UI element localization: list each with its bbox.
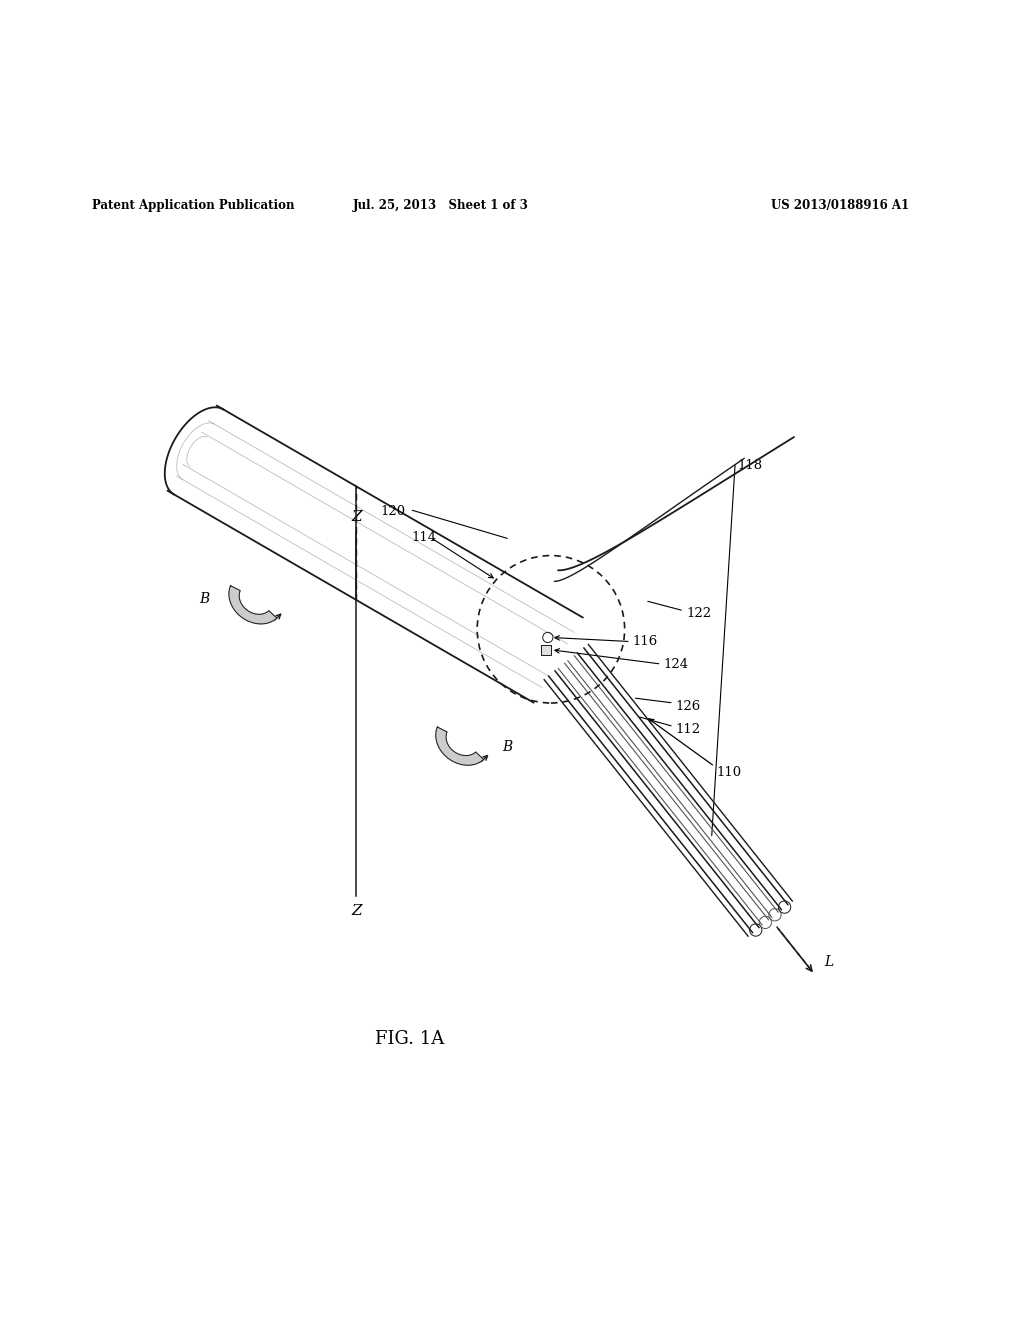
- Text: B: B: [502, 741, 512, 754]
- Text: 122: 122: [686, 607, 712, 620]
- Text: 114: 114: [412, 531, 437, 544]
- Text: 116: 116: [633, 635, 658, 648]
- Text: 112: 112: [676, 723, 701, 737]
- Polygon shape: [229, 586, 276, 624]
- Text: Z: Z: [351, 904, 361, 917]
- Text: 118: 118: [737, 459, 763, 473]
- Text: Patent Application Publication: Patent Application Publication: [92, 199, 295, 211]
- Text: L: L: [824, 956, 834, 969]
- Text: B: B: [200, 591, 210, 606]
- Text: 110: 110: [717, 766, 742, 779]
- Text: 124: 124: [664, 657, 689, 671]
- Text: Jul. 25, 2013   Sheet 1 of 3: Jul. 25, 2013 Sheet 1 of 3: [352, 199, 528, 211]
- Text: 126: 126: [676, 700, 701, 713]
- Text: FIG. 1A: FIG. 1A: [375, 1030, 444, 1048]
- Text: Z: Z: [351, 510, 361, 524]
- Text: 120: 120: [381, 506, 407, 517]
- Text: US 2013/0188916 A1: US 2013/0188916 A1: [771, 199, 908, 211]
- Bar: [541, 644, 551, 655]
- Polygon shape: [436, 727, 483, 766]
